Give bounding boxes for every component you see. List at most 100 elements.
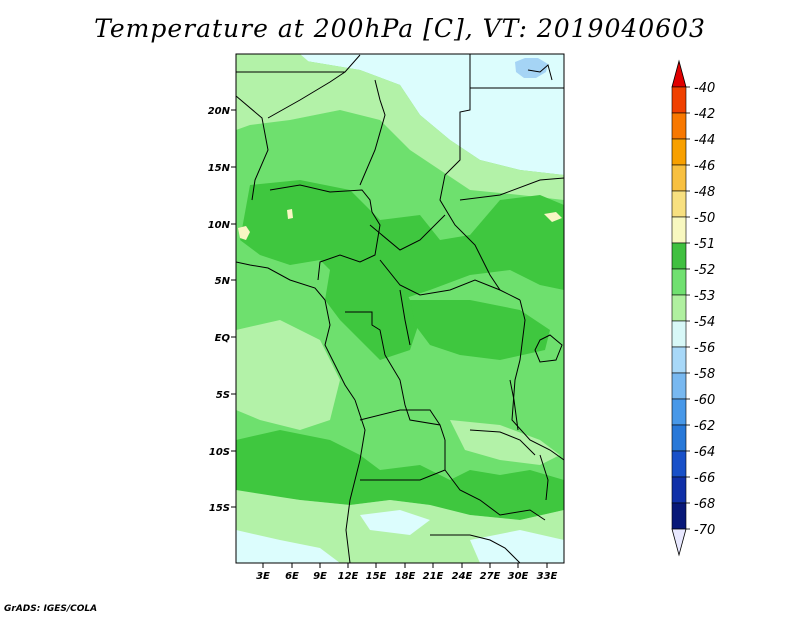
border-line xyxy=(459,177,564,201)
colorbar-label: -70 xyxy=(694,523,715,538)
lon-label: 15E xyxy=(366,571,387,582)
lon-label: 27E xyxy=(480,571,501,582)
border-line xyxy=(269,184,373,213)
lon-label: 18E xyxy=(395,571,416,582)
warm-spot-nigeria xyxy=(287,209,293,219)
coastline xyxy=(236,261,326,301)
coastline xyxy=(345,399,366,563)
light-green-east-band xyxy=(450,420,560,465)
lon-label: 33E xyxy=(537,571,558,582)
lat-tick-marks xyxy=(231,109,236,508)
colorbar-segment xyxy=(671,294,687,322)
light-green-atlantic xyxy=(236,320,340,430)
border-line xyxy=(267,71,346,119)
lon-label: 12E xyxy=(338,571,359,582)
grads-credit: GrADS: IGES/COLA xyxy=(4,604,98,614)
colorbar-label: -51 xyxy=(694,237,715,252)
lon-tick-marks xyxy=(262,563,548,568)
colorbar-segment xyxy=(671,502,687,530)
lat-label: 10S xyxy=(209,447,230,458)
colorbar-label: -58 xyxy=(694,367,715,382)
colorbar-segment xyxy=(671,450,687,478)
colorbar-label: -64 xyxy=(694,445,715,460)
lon-label: 21E xyxy=(423,571,444,582)
colorbar-label: -54 xyxy=(694,315,715,330)
lat-label: 15S xyxy=(209,503,230,514)
lon-label: 3E xyxy=(256,571,270,582)
colorbar-segment xyxy=(671,476,687,504)
colorbar-label: -52 xyxy=(694,263,715,278)
plot-frame xyxy=(235,53,565,564)
coastline xyxy=(527,64,553,81)
colorbar-label: -42 xyxy=(694,107,715,122)
colorbar-segment xyxy=(671,320,687,348)
colorbar-label: -40 xyxy=(694,81,715,96)
map-title: Temperature at 200hPa [C], VT: 201904060… xyxy=(94,14,706,43)
border-line xyxy=(369,214,446,251)
colorbar-label: -56 xyxy=(694,341,715,356)
colorbar-segment xyxy=(671,346,687,374)
warm-area-congo xyxy=(325,260,420,360)
colorbar-segment xyxy=(671,398,687,426)
lon-tick-labels: 3E 6E 9E 12E 15E 18E 21E 24E 27E 30E 33E xyxy=(256,571,557,582)
border-line xyxy=(430,534,521,563)
cold-patch-light-blue xyxy=(515,58,548,78)
cold-region-southwest xyxy=(236,530,340,563)
colorbar-segment xyxy=(671,242,687,270)
warm-spot-east xyxy=(544,212,562,222)
coastline xyxy=(324,299,356,401)
border-line xyxy=(439,54,501,291)
country-borders xyxy=(236,54,564,563)
warm-spot-west xyxy=(238,226,250,240)
warm-belt-central xyxy=(240,180,564,300)
lat-label: 15N xyxy=(208,163,231,174)
border-line xyxy=(444,469,546,521)
lat-label: EQ xyxy=(215,333,231,344)
lake-tanganyika xyxy=(509,379,519,431)
colorbar: -40 -42 -44 -46 -48 -50 -51 -52 -53 -54 -56 -58 -60 -… xyxy=(671,59,715,557)
border-line xyxy=(384,354,446,441)
warm-area-east xyxy=(410,300,550,360)
border-line xyxy=(236,95,269,201)
lon-label: 9E xyxy=(313,571,327,582)
colorbar-label: -46 xyxy=(694,159,715,174)
colorbar-segment xyxy=(671,190,687,218)
colorbar-label: -60 xyxy=(694,393,715,408)
cold-region-north xyxy=(236,54,564,175)
lake-victoria xyxy=(534,334,563,363)
lake-malawi xyxy=(539,454,549,501)
colorbar-label: -68 xyxy=(694,497,715,512)
border-line xyxy=(399,289,411,346)
lat-label: 10N xyxy=(208,220,231,231)
colorbar-segment xyxy=(671,164,687,192)
colorbar-label: -44 xyxy=(694,133,715,148)
colorbar-segment xyxy=(671,86,687,114)
cold-patch-south xyxy=(360,510,430,535)
lon-label: 6E xyxy=(285,571,299,582)
border-line xyxy=(469,429,536,456)
colorbar-segment xyxy=(671,268,687,296)
border-line xyxy=(359,409,441,426)
lat-tick-labels: 20N 15N 10N 5N EQ 5S 10S 15S xyxy=(208,106,231,514)
colorbar-label: -50 xyxy=(694,211,715,226)
colorbar-label: -62 xyxy=(694,419,715,434)
border-line xyxy=(360,440,446,481)
colorbar-label: -48 xyxy=(694,185,715,200)
border-line xyxy=(379,259,521,301)
warm-belt-south xyxy=(236,430,564,520)
colorbar-segment xyxy=(671,216,687,244)
colorbar-top-triangle xyxy=(671,59,687,88)
lon-label: 30E xyxy=(508,571,529,582)
colorbar-segment xyxy=(671,112,687,140)
temperature-field xyxy=(236,54,564,563)
colorbar-segment xyxy=(671,372,687,400)
lat-label: 20N xyxy=(208,106,231,117)
colorbar-segment xyxy=(671,138,687,166)
colorbar-bottom-triangle xyxy=(671,528,687,557)
colorbar-label: -53 xyxy=(694,289,715,304)
colorbar-label: -66 xyxy=(694,471,715,486)
cold-region-southeast xyxy=(470,530,564,563)
border-line xyxy=(359,79,386,186)
colorbar-segment xyxy=(671,424,687,452)
